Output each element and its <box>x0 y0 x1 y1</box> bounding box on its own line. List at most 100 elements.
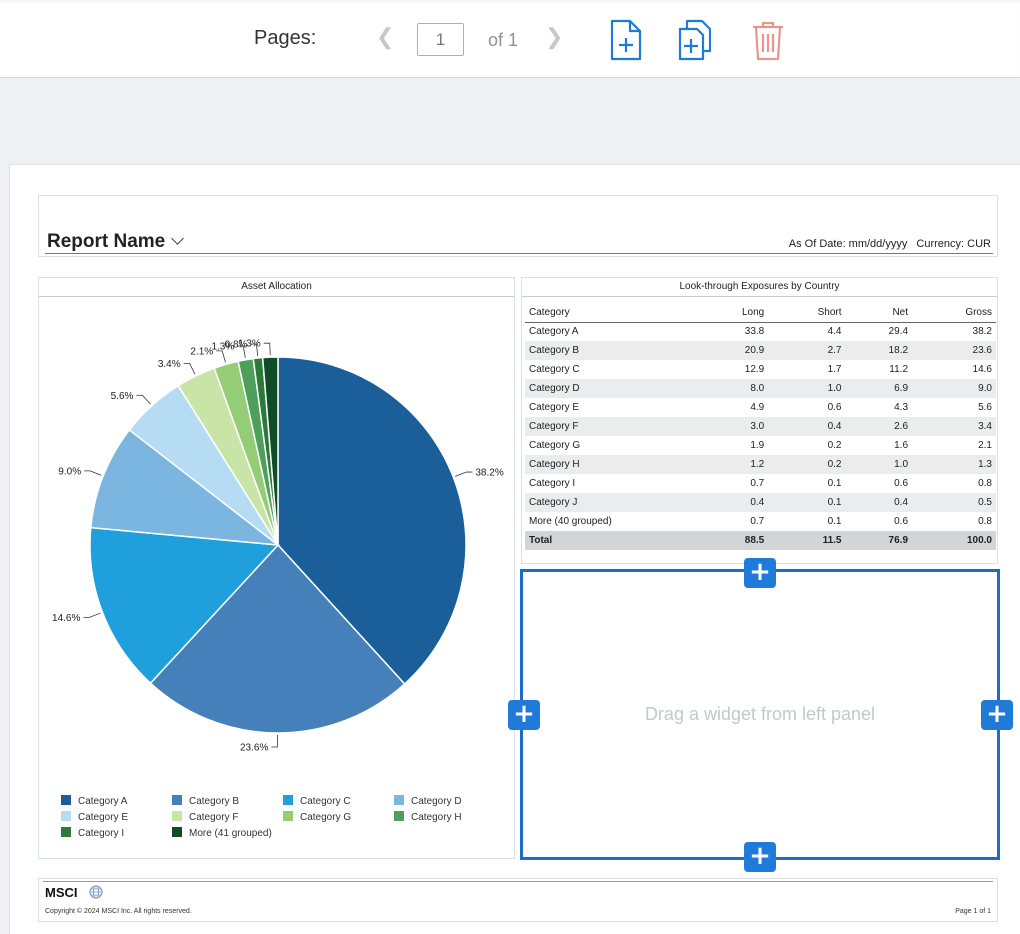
add-page-icon[interactable] <box>609 19 643 61</box>
pie-data-label: 1.3% <box>238 339 261 350</box>
row-category-cell: Category G <box>529 440 581 451</box>
report-footer: MSCI Copyright © 2024 MSCI Inc. All righ… <box>38 878 998 922</box>
total-value-cell: 76.9 <box>845 531 913 550</box>
legend-item: Category I <box>61 827 124 839</box>
table-row: Category C 12.9 1.7 11.2 14.6 <box>525 360 996 379</box>
row-value-cell: 29.4 <box>888 326 909 338</box>
row-value-cell: 5.6 <box>978 402 992 413</box>
legend-swatch <box>172 827 182 837</box>
row-value-cell: 0.5 <box>912 493 996 512</box>
duplicate-page-icon[interactable] <box>677 19 711 61</box>
add-widget-right-button[interactable]: + <box>981 700 1013 730</box>
widget-drop-zone[interactable]: Drag a widget from left panel <box>520 569 1000 860</box>
row-value-cell: 20.9 <box>695 341 769 360</box>
add-widget-left-button[interactable]: + <box>508 700 540 730</box>
label-leader-line <box>455 471 473 477</box>
row-value-cell: 23.6 <box>912 341 996 360</box>
row-value-cell: 0.6 <box>894 478 909 489</box>
pie-data-label: 1.3% <box>211 342 234 353</box>
table-total-row: Total 88.5 11.5 76.9 100.0 <box>525 531 996 550</box>
add-widget-top-button[interactable]: + <box>744 558 776 588</box>
label-leader-line <box>216 350 226 363</box>
table-header-row: Category Long Short Net Gross <box>525 303 996 323</box>
table-row: Category I 0.7 0.1 0.6 0.8 <box>525 474 996 493</box>
legend-swatch <box>283 811 293 821</box>
legend-swatch <box>61 827 71 837</box>
legend-swatch <box>394 795 404 805</box>
row-value-cell: 0.1 <box>827 516 842 527</box>
legend-item: Category D <box>394 795 462 807</box>
header-divider <box>45 253 993 254</box>
label-leader-line <box>263 342 271 356</box>
row-category-cell: Category A <box>529 326 579 338</box>
row-value-cell: 2.1 <box>978 440 992 451</box>
row-value-cell: 1.0 <box>845 455 913 474</box>
chevron-left-icon[interactable]: ❮ <box>376 24 395 49</box>
page-number-input[interactable] <box>417 23 464 56</box>
label-leader-line <box>250 343 259 357</box>
row-value-cell: 33.8 <box>744 326 765 338</box>
legend-item: Category G <box>283 811 351 823</box>
pie-data-label: 23.6% <box>240 742 268 753</box>
pie-data-label: 3.4% <box>158 359 181 370</box>
legend-swatch <box>61 795 71 805</box>
report-meta: As Of Date: mm/dd/yyyy Currency: CUR <box>783 238 991 250</box>
row-category-cell: Category C <box>529 364 580 375</box>
pie-slice <box>277 356 467 686</box>
footer-divider <box>43 881 993 882</box>
exposures-table-widget[interactable]: Look-through Exposures by Country Catego… <box>521 277 998 564</box>
row-value-cell: 1.6 <box>894 440 909 451</box>
row-value-cell: 0.1 <box>827 478 842 489</box>
table-row: Category F 3.0 0.4 2.6 3.4 <box>525 417 996 436</box>
row-value-cell: 0.7 <box>750 478 765 489</box>
row-value-cell: 2.6 <box>845 417 913 436</box>
row-category-cell: Category I <box>529 478 576 489</box>
currency-label: Currency: CUR <box>916 238 991 250</box>
row-category-cell: Category B <box>525 341 695 360</box>
report-name-label: Report Name <box>47 231 166 252</box>
pie-chart: 38.2%23.6%14.6%9.0%5.6%3.4%2.1%1.3%0.8%1… <box>52 339 504 754</box>
row-value-cell: 4.4 <box>827 326 842 338</box>
table-body: Category A 33.8 4.4 29.4 38.2 Category B 20.9 2… <box>525 322 996 550</box>
row-value-cell: 0.2 <box>827 440 842 451</box>
legend-swatch <box>172 795 182 805</box>
row-value-cell: 12.9 <box>744 364 765 375</box>
widget-title: Asset Allocation <box>39 278 514 297</box>
row-value-cell: 1.3 <box>912 455 996 474</box>
row-value-cell: 9.0 <box>912 379 996 398</box>
add-widget-bottom-button[interactable]: + <box>744 842 776 872</box>
column-header: Gross <box>912 303 996 323</box>
trash-icon[interactable] <box>751 19 785 61</box>
column-header: Category <box>525 303 695 323</box>
row-value-cell: 1.9 <box>750 440 765 451</box>
row-value-cell: 3.0 <box>695 417 769 436</box>
drop-zone-hint: Drag a widget from left panel <box>644 704 876 724</box>
widget-title: Look-through Exposures by Country <box>522 278 997 297</box>
row-value-cell: 1.0 <box>768 379 846 398</box>
legend-item: Category C <box>283 795 351 807</box>
as-of-date: As Of Date: mm/dd/yyyy <box>788 238 908 250</box>
copyright-text: Copyright © 2024 MSCI Inc. All rights re… <box>45 908 192 915</box>
row-value-cell: 11.2 <box>889 364 909 375</box>
row-category-cell: More (40 grouped) <box>529 516 612 527</box>
globe-icon <box>89 885 103 899</box>
report-name-dropdown[interactable]: Report Name <box>47 231 185 253</box>
table-row: Category J 0.4 0.1 0.4 0.5 <box>525 493 996 512</box>
row-value-cell: 0.4 <box>845 493 913 512</box>
page-count-label: of 1 <box>488 30 519 50</box>
chevron-down-icon <box>171 232 185 245</box>
total-label-cell: Total <box>525 531 695 550</box>
page-toolbar: Pages: ❮ of 1 ❯ <box>0 0 1020 78</box>
row-value-cell: 0.6 <box>894 516 909 527</box>
label-leader-line <box>237 345 246 358</box>
pie-data-label: 38.2% <box>475 468 503 479</box>
column-header: Net <box>845 303 913 323</box>
row-value-cell: 0.2 <box>768 455 846 474</box>
row-value-cell: 0.4 <box>695 493 769 512</box>
asset-allocation-widget[interactable]: Asset Allocation 38.2% 23.6% 14.6% 9.0% 5.6%… <box>38 277 515 859</box>
label-leader-line <box>84 470 102 476</box>
row-value-cell: 0.1 <box>768 493 846 512</box>
row-category-cell: Category D <box>525 379 695 398</box>
chevron-right-icon[interactable]: ❯ <box>545 24 564 49</box>
row-value-cell: 4.9 <box>750 402 765 413</box>
